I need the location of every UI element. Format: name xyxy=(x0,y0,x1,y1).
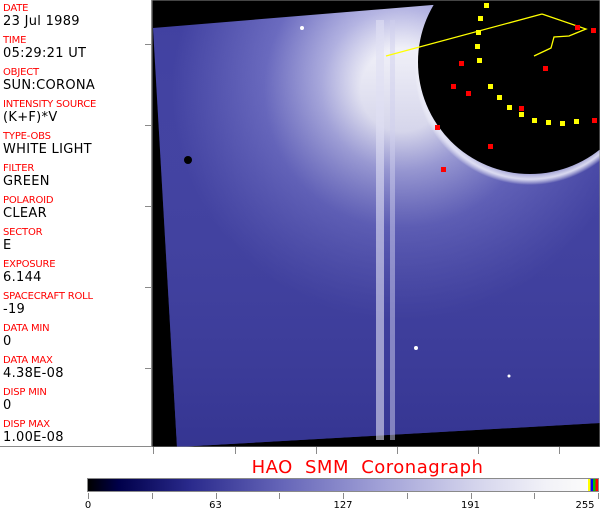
field-object: OBJECT SUN:CORONA xyxy=(3,67,95,93)
field-label: SPACECRAFT ROLL xyxy=(3,291,93,302)
red-marker xyxy=(575,25,580,30)
axis-tick xyxy=(316,447,317,454)
field-polaroid: POLAROID CLEAR xyxy=(3,195,54,221)
field-sector: SECTOR E xyxy=(3,227,43,253)
yellow-marker xyxy=(546,120,551,125)
yellow-marker xyxy=(488,84,493,89)
field-value: 05:29:21 UT xyxy=(3,46,87,61)
colorbar-tick xyxy=(598,493,599,499)
red-marker xyxy=(519,106,524,111)
field-value: 1.00E-08 xyxy=(3,430,64,445)
colorbar-tick xyxy=(279,493,281,499)
field-value: WHITE LIGHT xyxy=(3,142,92,157)
occulter-disk xyxy=(418,0,600,174)
field-label: DATA MAX xyxy=(3,355,53,366)
colorbar-tick xyxy=(343,493,344,499)
colorbar-tick xyxy=(470,493,472,499)
field-label: POLAROID xyxy=(3,195,54,206)
red-marker xyxy=(459,61,464,66)
field-value: -19 xyxy=(3,302,26,317)
coronagraph-image xyxy=(152,0,600,447)
field-label: SECTOR xyxy=(3,227,43,238)
field-value: 0 xyxy=(3,334,12,349)
red-marker xyxy=(435,125,440,130)
colorbar xyxy=(87,478,599,492)
yellow-marker xyxy=(484,3,489,8)
field-label: DATE xyxy=(3,3,29,14)
field-date: DATE 23 Jul 1989 xyxy=(3,3,80,29)
colorbar-tick-label: 255 xyxy=(575,500,595,511)
yellow-marker xyxy=(477,58,482,63)
field-value: 23 Jul 1989 xyxy=(3,14,80,29)
yellow-marker xyxy=(476,30,481,35)
instrument-title: HAO SMM Coronagraph xyxy=(251,457,484,478)
colorbar-tick-label: 191 xyxy=(460,500,481,511)
colorbar-tick xyxy=(534,493,536,499)
red-marker xyxy=(592,118,597,123)
axis-tick xyxy=(145,44,152,45)
field-value: E xyxy=(3,238,12,253)
yellow-marker xyxy=(497,95,502,100)
field-value: GREEN xyxy=(3,174,50,189)
colorbar-tick xyxy=(215,493,217,499)
axis-tick xyxy=(397,447,398,454)
yellow-marker xyxy=(507,105,512,110)
field-value: SUN:CORONA xyxy=(3,78,96,93)
field-value: 4.38E-08 xyxy=(3,366,64,381)
field-disp-max: DISP MAX 1.00E-08 xyxy=(3,419,64,445)
red-marker xyxy=(591,28,596,33)
axis-tick xyxy=(559,447,560,454)
red-marker xyxy=(488,144,493,149)
colorbar-tick xyxy=(88,493,89,499)
red-marker xyxy=(543,66,548,71)
axis-tick xyxy=(153,447,154,454)
axis-tick xyxy=(145,368,152,369)
field-disp-min: DISP MIN 0 xyxy=(3,387,47,413)
field-label: EXPOSURE xyxy=(3,259,56,270)
yellow-marker xyxy=(532,118,537,123)
field-label: INTENSITY SOURCE xyxy=(3,99,97,110)
field-exposure: EXPOSURE 6.144 xyxy=(3,259,56,285)
colorbar-tick xyxy=(151,493,153,499)
colorbar-tick-label: 127 xyxy=(333,500,353,511)
field-spacecraft-roll: SPACECRAFT ROLL -19 xyxy=(3,291,93,317)
yellow-marker xyxy=(560,121,565,126)
yellow-marker xyxy=(574,119,579,124)
colorbar-tick-label: 0 xyxy=(84,500,92,511)
axis-tick xyxy=(478,447,479,454)
field-label: DISP MIN xyxy=(3,387,47,398)
colorbar-tick-label: 63 xyxy=(209,500,222,511)
colorbar-tick xyxy=(406,493,408,499)
red-marker xyxy=(441,167,446,172)
yellow-marker xyxy=(519,112,524,117)
axis-tick xyxy=(145,206,152,207)
field-filter: FILTER GREEN xyxy=(3,163,50,189)
field-label: TIME xyxy=(3,35,27,46)
red-marker xyxy=(466,91,471,96)
field-label: DISP MAX xyxy=(3,419,50,430)
field-label: FILTER xyxy=(3,163,35,174)
axis-tick xyxy=(235,447,236,454)
field-time: TIME 05:29:21 UT xyxy=(3,35,86,61)
field-label: TYPE-OBS xyxy=(3,131,51,142)
field-type-obs: TYPE-OBS WHITE LIGHT xyxy=(3,131,92,157)
field-value: (K+F)*V xyxy=(3,110,58,125)
pylon-streak xyxy=(376,20,384,440)
field-data-max: DATA MAX 4.38E-08 xyxy=(3,355,64,381)
field-intensity-source: INTENSITY SOURCE (K+F)*V xyxy=(3,99,96,125)
colorbar-overlay-colors xyxy=(588,479,598,491)
field-value: 0 xyxy=(3,398,12,413)
field-value: 6.144 xyxy=(3,270,42,285)
field-label: DATA MIN xyxy=(3,323,50,334)
yellow-marker xyxy=(478,16,483,21)
field-label: OBJECT xyxy=(3,67,39,78)
field-value: CLEAR xyxy=(3,206,47,221)
header-panel: DATE 23 Jul 1989 TIME 05:29:21 UT OBJECT SUN:… xyxy=(0,0,152,447)
yellow-marker xyxy=(475,44,480,49)
red-marker xyxy=(451,84,456,89)
axis-tick xyxy=(145,125,152,126)
axis-tick xyxy=(145,287,152,288)
field-data-min: DATA MIN 0 xyxy=(3,323,50,349)
overlay-markers xyxy=(435,3,597,172)
